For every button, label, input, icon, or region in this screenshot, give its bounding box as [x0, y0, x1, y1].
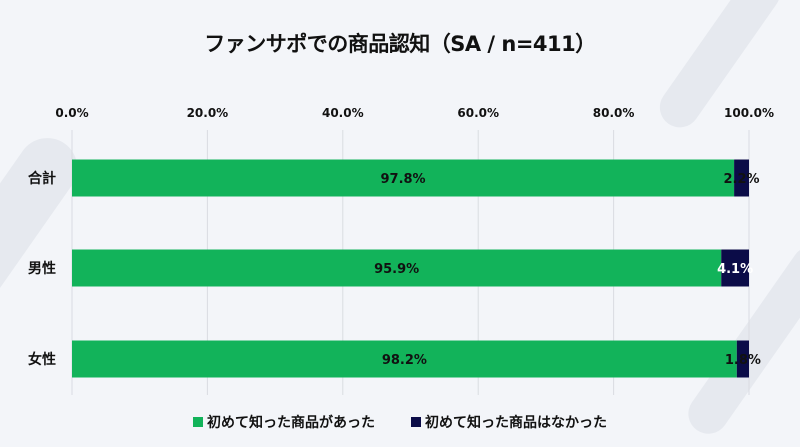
bar-segment [72, 159, 735, 197]
x-tick-label: 80.0% [593, 106, 635, 120]
bar-segment [736, 340, 749, 378]
category-label: 合計 [28, 170, 56, 187]
x-tick-label: 100.0% [724, 106, 774, 120]
x-tick-label: 20.0% [187, 106, 229, 120]
data-label: 2.2% [724, 172, 760, 187]
x-tick-label: 0.0% [55, 106, 88, 120]
chart-title: ファンサポでの商品認知（SA / n=411） [204, 32, 596, 56]
bar-segment [72, 340, 737, 378]
bar-segment [734, 159, 749, 197]
legend: 初めて知った商品があった 初めて知った商品はなかった [0, 412, 800, 432]
bar-segment [72, 249, 722, 287]
legend-item-aware: 初めて知った商品があった [193, 412, 375, 432]
data-label: 4.1% [717, 262, 753, 277]
data-label: 1.8% [725, 353, 761, 368]
bar-segment [721, 249, 749, 287]
x-tick-label: 60.0% [457, 106, 499, 120]
legend-label: 初めて知った商品があった [207, 415, 375, 431]
category-label: 女性 [28, 351, 56, 368]
data-label: 97.8% [380, 172, 425, 187]
data-label: 95.9% [374, 262, 419, 277]
legend-item-not-aware: 初めて知った商品はなかった [411, 412, 607, 432]
legend-swatch [411, 417, 421, 427]
category-label: 男性 [28, 260, 56, 277]
data-label: 98.2% [382, 353, 427, 368]
legend-swatch [193, 417, 203, 427]
legend-label: 初めて知った商品はなかった [425, 415, 607, 431]
x-tick-label: 40.0% [322, 106, 364, 120]
